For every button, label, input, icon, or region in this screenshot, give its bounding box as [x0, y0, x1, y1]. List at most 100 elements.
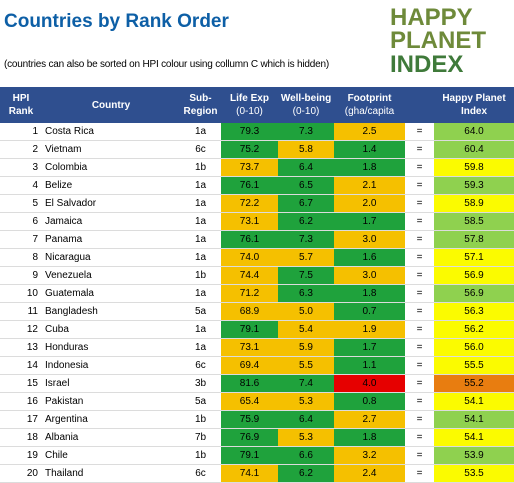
life-exp-cell[interactable]: 74.0 — [221, 248, 278, 267]
header-wellbeing[interactable]: Well-being (0-10) — [278, 87, 334, 123]
region-cell[interactable]: 1b — [180, 266, 221, 285]
footprint-cell[interactable]: 2.1 — [334, 176, 405, 195]
region-cell[interactable]: 1a — [180, 194, 221, 213]
equals-cell[interactable]: = — [405, 428, 434, 447]
region-cell[interactable]: 5a — [180, 302, 221, 321]
country-cell[interactable]: Honduras — [42, 338, 180, 357]
rank-cell[interactable]: 16 — [0, 392, 42, 411]
life-exp-cell[interactable]: 73.1 — [221, 338, 278, 357]
wellbeing-cell[interactable]: 6.2 — [278, 212, 334, 231]
rank-cell[interactable]: 10 — [0, 284, 42, 303]
footprint-cell[interactable]: 3.0 — [334, 230, 405, 249]
equals-cell[interactable]: = — [405, 176, 434, 195]
wellbeing-cell[interactable]: 5.3 — [278, 428, 334, 447]
equals-cell[interactable]: = — [405, 356, 434, 375]
footprint-cell[interactable]: 1.4 — [334, 140, 405, 159]
country-cell[interactable]: Cuba — [42, 320, 180, 339]
country-cell[interactable]: Jamaica — [42, 212, 180, 231]
hpi-cell[interactable]: 54.1 — [434, 428, 514, 447]
country-cell[interactable]: Indonesia — [42, 356, 180, 375]
country-cell[interactable]: Israel — [42, 374, 180, 393]
life-exp-cell[interactable]: 79.1 — [221, 320, 278, 339]
footprint-cell[interactable]: 1.7 — [334, 338, 405, 357]
header-rank[interactable]: HPI Rank — [0, 87, 42, 123]
rank-cell[interactable]: 17 — [0, 410, 42, 429]
rank-cell[interactable]: 14 — [0, 356, 42, 375]
wellbeing-cell[interactable]: 6.6 — [278, 446, 334, 465]
life-exp-cell[interactable]: 74.4 — [221, 266, 278, 285]
country-cell[interactable]: El Salvador — [42, 194, 180, 213]
footprint-cell[interactable]: 3.0 — [334, 266, 405, 285]
life-exp-cell[interactable]: 74.1 — [221, 464, 278, 483]
wellbeing-cell[interactable]: 6.4 — [278, 410, 334, 429]
region-cell[interactable]: 1b — [180, 410, 221, 429]
region-cell[interactable]: 1a — [180, 176, 221, 195]
life-exp-cell[interactable]: 65.4 — [221, 392, 278, 411]
hpi-cell[interactable]: 56.2 — [434, 320, 514, 339]
equals-cell[interactable]: = — [405, 140, 434, 159]
header-country[interactable]: Country — [42, 87, 180, 123]
life-exp-cell[interactable]: 73.1 — [221, 212, 278, 231]
wellbeing-cell[interactable]: 7.4 — [278, 374, 334, 393]
footprint-cell[interactable]: 0.7 — [334, 302, 405, 321]
hpi-cell[interactable]: 59.8 — [434, 158, 514, 177]
region-cell[interactable]: 1a — [180, 123, 221, 141]
hpi-cell[interactable]: 53.9 — [434, 446, 514, 465]
wellbeing-cell[interactable]: 5.9 — [278, 338, 334, 357]
region-cell[interactable]: 6c — [180, 356, 221, 375]
wellbeing-cell[interactable]: 6.4 — [278, 158, 334, 177]
life-exp-cell[interactable]: 81.6 — [221, 374, 278, 393]
region-cell[interactable]: 6c — [180, 140, 221, 159]
life-exp-cell[interactable]: 69.4 — [221, 356, 278, 375]
region-cell[interactable]: 6c — [180, 464, 221, 483]
hpi-cell[interactable]: 60.4 — [434, 140, 514, 159]
life-exp-cell[interactable]: 75.2 — [221, 140, 278, 159]
wellbeing-cell[interactable]: 7.3 — [278, 123, 334, 141]
equals-cell[interactable]: = — [405, 374, 434, 393]
hpi-cell[interactable]: 56.3 — [434, 302, 514, 321]
hpi-cell[interactable]: 55.5 — [434, 356, 514, 375]
rank-cell[interactable]: 11 — [0, 302, 42, 321]
wellbeing-cell[interactable]: 7.3 — [278, 230, 334, 249]
wellbeing-cell[interactable]: 6.2 — [278, 464, 334, 483]
footprint-cell[interactable]: 2.7 — [334, 410, 405, 429]
equals-cell[interactable]: = — [405, 212, 434, 231]
country-cell[interactable]: Vietnam — [42, 140, 180, 159]
region-cell[interactable]: 5a — [180, 392, 221, 411]
region-cell[interactable]: 1a — [180, 338, 221, 357]
equals-cell[interactable]: = — [405, 302, 434, 321]
footprint-cell[interactable]: 1.6 — [334, 248, 405, 267]
life-exp-cell[interactable]: 79.1 — [221, 446, 278, 465]
equals-cell[interactable]: = — [405, 464, 434, 483]
footprint-cell[interactable]: 2.4 — [334, 464, 405, 483]
rank-cell[interactable]: 6 — [0, 212, 42, 231]
region-cell[interactable]: 1a — [180, 212, 221, 231]
wellbeing-cell[interactable]: 6.3 — [278, 284, 334, 303]
country-cell[interactable]: Colombia — [42, 158, 180, 177]
life-exp-cell[interactable]: 79.3 — [221, 123, 278, 141]
life-exp-cell[interactable]: 75.9 — [221, 410, 278, 429]
header-footprint[interactable]: Footprint (gha/capita — [334, 87, 405, 123]
life-exp-cell[interactable]: 73.7 — [221, 158, 278, 177]
equals-cell[interactable]: = — [405, 158, 434, 177]
hpi-cell[interactable]: 58.9 — [434, 194, 514, 213]
rank-cell[interactable]: 13 — [0, 338, 42, 357]
footprint-cell[interactable]: 1.7 — [334, 212, 405, 231]
country-cell[interactable]: Venezuela — [42, 266, 180, 285]
footprint-cell[interactable]: 1.9 — [334, 320, 405, 339]
region-cell[interactable]: 7b — [180, 428, 221, 447]
equals-cell[interactable]: = — [405, 266, 434, 285]
hpi-cell[interactable]: 57.1 — [434, 248, 514, 267]
hpi-cell[interactable]: 54.1 — [434, 392, 514, 411]
country-cell[interactable]: Guatemala — [42, 284, 180, 303]
equals-cell[interactable]: = — [405, 123, 434, 141]
country-cell[interactable]: Chile — [42, 446, 180, 465]
hpi-cell[interactable]: 57.8 — [434, 230, 514, 249]
equals-cell[interactable]: = — [405, 284, 434, 303]
footprint-cell[interactable]: 2.5 — [334, 123, 405, 141]
equals-cell[interactable]: = — [405, 392, 434, 411]
life-exp-cell[interactable]: 76.1 — [221, 176, 278, 195]
rank-cell[interactable]: 5 — [0, 194, 42, 213]
wellbeing-cell[interactable]: 6.7 — [278, 194, 334, 213]
country-cell[interactable]: Nicaragua — [42, 248, 180, 267]
